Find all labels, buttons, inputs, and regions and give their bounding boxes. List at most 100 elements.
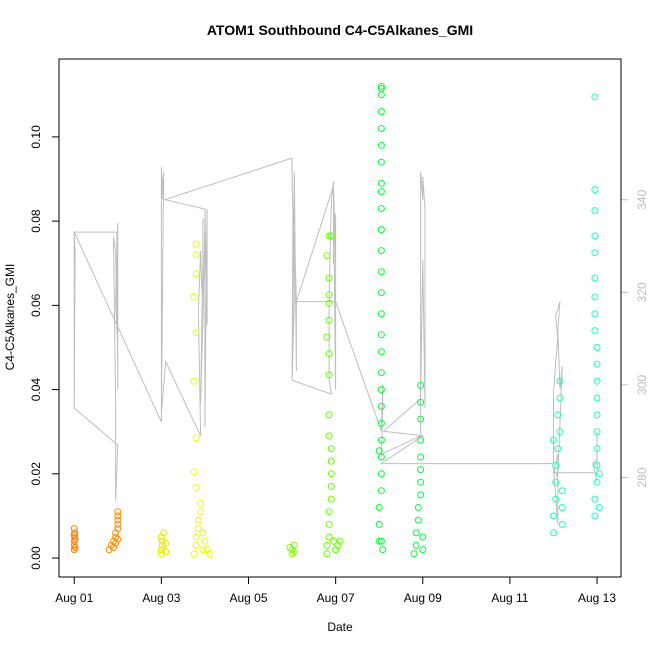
data-point bbox=[190, 377, 198, 385]
data-point bbox=[558, 504, 566, 511]
data-point bbox=[192, 251, 200, 259]
data-point bbox=[556, 377, 564, 385]
data-point bbox=[323, 252, 331, 260]
data-point bbox=[591, 232, 599, 240]
data-point bbox=[192, 533, 200, 541]
data-point bbox=[417, 466, 425, 474]
y-tick-label: 0.08 bbox=[29, 209, 43, 233]
data-point bbox=[205, 550, 213, 558]
data-point bbox=[323, 550, 331, 558]
data-point bbox=[377, 141, 385, 149]
data-point bbox=[377, 310, 385, 318]
data-point bbox=[197, 499, 205, 507]
data-point bbox=[552, 495, 560, 503]
data-point bbox=[375, 537, 383, 545]
data-point bbox=[417, 398, 425, 406]
data-point bbox=[377, 247, 385, 255]
data-point bbox=[327, 445, 335, 453]
x-tick-label: Aug 05 bbox=[229, 591, 267, 605]
data-point bbox=[197, 508, 205, 516]
data-point bbox=[550, 529, 557, 537]
data-point bbox=[558, 520, 566, 528]
y2-tick-label: 340 bbox=[635, 189, 649, 209]
data-point bbox=[327, 232, 335, 240]
data-point bbox=[377, 125, 385, 132]
data-point bbox=[288, 550, 296, 558]
data-point bbox=[192, 329, 200, 337]
data-point bbox=[417, 436, 425, 444]
data-point bbox=[377, 179, 385, 187]
data-points bbox=[70, 82, 603, 558]
data-point bbox=[377, 108, 385, 116]
data-point bbox=[157, 550, 165, 558]
data-point bbox=[114, 525, 122, 533]
data-point bbox=[323, 333, 331, 341]
data-point bbox=[114, 512, 122, 520]
y2-tick-label: 300 bbox=[635, 375, 649, 395]
data-point bbox=[201, 537, 209, 545]
data-point bbox=[591, 249, 599, 257]
data-point bbox=[325, 291, 333, 299]
plot-frame bbox=[58, 58, 622, 578]
data-point bbox=[593, 445, 601, 453]
data-point bbox=[290, 548, 298, 556]
data-point bbox=[377, 331, 385, 339]
data-point bbox=[554, 445, 562, 453]
data-point bbox=[327, 483, 335, 490]
data-point bbox=[325, 232, 333, 240]
data-point bbox=[593, 411, 601, 419]
data-point bbox=[412, 541, 420, 549]
axes: Aug 01 Aug 03 Aug 05 Aug 07 Aug 09 Aug 11 Aug … bbox=[29, 125, 649, 605]
data-point bbox=[414, 516, 422, 524]
data-point bbox=[325, 371, 333, 379]
data-point bbox=[327, 495, 335, 503]
y-tick-label: 0.02 bbox=[29, 462, 43, 486]
data-point bbox=[160, 529, 168, 537]
x-tick-label: Aug 07 bbox=[317, 591, 355, 605]
data-point bbox=[194, 525, 202, 533]
data-point bbox=[112, 529, 120, 537]
data-point bbox=[190, 468, 198, 476]
data-point bbox=[593, 461, 601, 469]
data-point bbox=[377, 369, 385, 377]
data-point bbox=[325, 533, 333, 541]
data-point bbox=[114, 508, 122, 516]
data-point bbox=[417, 415, 425, 423]
data-point bbox=[552, 478, 560, 486]
data-point bbox=[192, 483, 200, 491]
data-point bbox=[550, 436, 557, 444]
data-point bbox=[325, 316, 333, 324]
x-tick-label: Aug 09 bbox=[404, 591, 442, 605]
data-point bbox=[157, 546, 165, 554]
data-point bbox=[288, 546, 296, 554]
data-point bbox=[327, 470, 335, 478]
data-point bbox=[377, 82, 385, 90]
data-point bbox=[414, 504, 422, 511]
data-point bbox=[325, 432, 333, 440]
data-point bbox=[158, 541, 166, 549]
data-point bbox=[377, 470, 385, 478]
data-point bbox=[379, 546, 387, 554]
secondary-series bbox=[73, 157, 598, 524]
data-point bbox=[591, 495, 599, 503]
data-point bbox=[71, 544, 79, 551]
data-point bbox=[325, 299, 333, 307]
data-point bbox=[591, 207, 599, 215]
data-point bbox=[375, 447, 383, 455]
data-point bbox=[377, 487, 385, 495]
data-point bbox=[593, 478, 601, 486]
data-point bbox=[158, 537, 166, 545]
data-point bbox=[323, 541, 331, 549]
data-point bbox=[591, 274, 599, 282]
data-point bbox=[377, 158, 385, 166]
data-point bbox=[552, 461, 560, 469]
x-tick-label: Aug 03 bbox=[142, 591, 180, 605]
data-point bbox=[325, 411, 333, 419]
data-point bbox=[595, 504, 603, 511]
data-point bbox=[556, 428, 564, 436]
data-point bbox=[336, 537, 344, 545]
data-point bbox=[377, 85, 385, 92]
data-point bbox=[71, 535, 79, 543]
